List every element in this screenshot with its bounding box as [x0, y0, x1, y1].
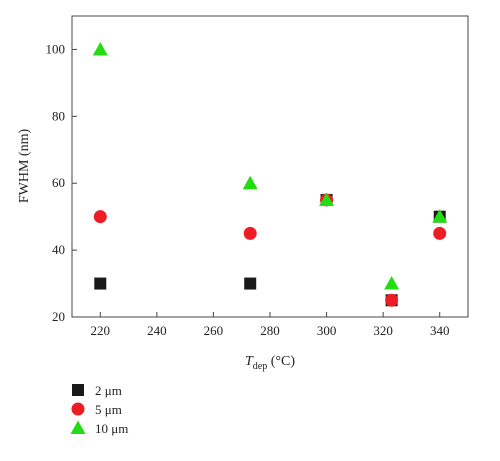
x-tick-label: 320 — [373, 323, 393, 338]
data-point-triangle — [432, 209, 448, 223]
x-tick-label: 300 — [317, 323, 337, 338]
x-axis-label-subscript: dep — [253, 361, 267, 372]
y-tick-label: 60 — [52, 175, 65, 190]
y-tick-label: 80 — [52, 108, 65, 123]
y-tick-label: 20 — [52, 309, 65, 324]
legend-marker-circle — [71, 402, 85, 416]
plot-frame — [71, 15, 469, 318]
y-axis-ticks: 20 40 60 80 100 — [46, 41, 77, 324]
x-tick-label: 260 — [204, 323, 224, 338]
data-markers — [92, 41, 448, 307]
data-point-triangle — [242, 175, 258, 190]
legend-label: 2 μm — [95, 383, 122, 398]
legend-marker-square — [72, 384, 84, 396]
legend-marker-triangle — [70, 420, 86, 434]
y-tick-label: 40 — [52, 242, 65, 257]
data-point-circle — [93, 210, 107, 224]
x-tick-label: 340 — [430, 323, 450, 338]
data-point-square — [94, 277, 107, 290]
x-tick-label: 280 — [260, 323, 280, 338]
data-point-circle — [243, 226, 257, 240]
data-point-triangle — [92, 41, 108, 56]
data-point-triangle — [384, 276, 400, 290]
data-point-square — [244, 277, 257, 290]
data-point-circle — [433, 226, 447, 240]
x-tick-label: 240 — [147, 323, 167, 338]
legend: 2 μm 5 μm 10 μm — [70, 383, 128, 436]
x-axis-label-main: T — [245, 354, 254, 369]
x-axis-label: Tdep (°C) — [245, 354, 295, 372]
data-point-triangle — [319, 192, 335, 206]
data-point-circle — [385, 293, 399, 307]
y-axis-label: FWHM (nm) — [17, 129, 32, 204]
legend-label: 5 μm — [95, 402, 122, 417]
legend-label: 10 μm — [95, 421, 128, 436]
y-tick-label: 100 — [46, 41, 66, 56]
x-tick-label: 220 — [91, 323, 111, 338]
x-axis-label-unit: (°C) — [267, 354, 295, 369]
x-axis-ticks: 220 240 260 280 300 320 340 — [91, 312, 450, 338]
